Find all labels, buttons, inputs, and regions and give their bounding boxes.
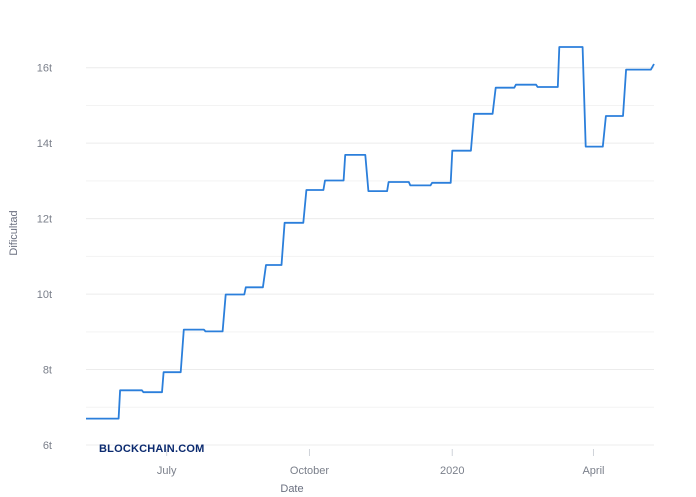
x-axis-tick-marks: [166, 449, 594, 456]
y-axis-ticks: 6t 8t 10t 12t 14t 16t: [37, 63, 52, 452]
x-axis-label: Date: [280, 483, 303, 495]
y-tick-label: 14t: [37, 138, 52, 150]
difficulty-line: [86, 46, 655, 420]
x-tick-label: October: [290, 465, 329, 477]
y-tick-label: 10t: [37, 289, 52, 301]
x-tick-label: July: [157, 465, 177, 477]
x-tick-label: April: [582, 465, 604, 477]
x-tick-label: 2020: [440, 465, 464, 477]
y-tick-label: 12t: [37, 214, 52, 226]
y-axis-label: Dificultad: [8, 210, 20, 255]
y-tick-label: 16t: [37, 63, 52, 75]
x-axis-ticks: July October 2020 April: [157, 465, 605, 477]
plot-area: [86, 46, 655, 420]
watermark-logo: BLOCKCHAIN.COM: [99, 443, 204, 455]
grid-lines: [86, 67, 654, 446]
y-tick-label: 6t: [43, 440, 52, 452]
y-tick-label: 8t: [43, 365, 52, 377]
